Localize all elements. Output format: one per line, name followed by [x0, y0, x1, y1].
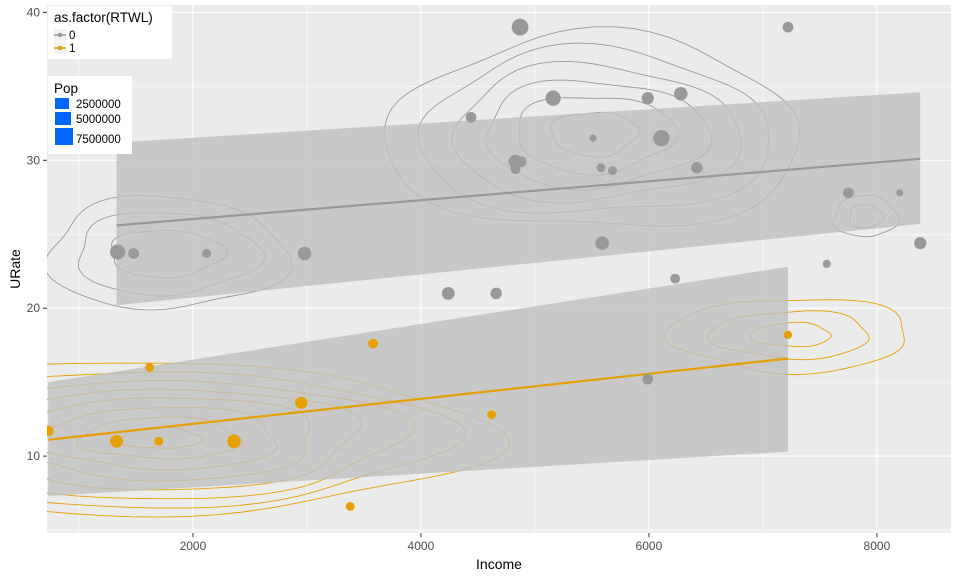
- data-point-group0: [511, 18, 529, 36]
- color-legend-label-0: 0: [69, 30, 75, 42]
- data-point-group0: [641, 92, 654, 105]
- y-tick-label: 30: [27, 153, 41, 167]
- data-point-group0: [914, 236, 927, 250]
- data-point-group0: [595, 236, 609, 250]
- y-tick-label: 40: [27, 5, 41, 19]
- data-point-group0: [674, 86, 688, 101]
- data-point-group0: [441, 286, 455, 300]
- size-legend-key-1: [55, 112, 71, 125]
- data-points: [47, 18, 927, 511]
- data-point-group0: [202, 249, 212, 258]
- y-tick-label: 10: [27, 449, 41, 463]
- data-point-group0: [608, 166, 617, 176]
- x-tick-label: 6000: [636, 539, 663, 553]
- data-point-group0: [896, 189, 904, 197]
- size-legend-label-0: 2500000: [76, 99, 121, 111]
- color-legend-label-1: 1: [69, 43, 75, 55]
- data-point-group0: [465, 112, 477, 123]
- data-point-group0: [515, 156, 527, 168]
- data-point-group1: [487, 410, 497, 420]
- data-point-group0: [545, 90, 561, 106]
- color-legend-key-0: [54, 29, 66, 41]
- x-axis: 2000 4000 6000 8000: [180, 533, 891, 553]
- x-tick-label: 2000: [180, 539, 207, 553]
- data-point-group0: [691, 161, 703, 174]
- color-legend: as.factor(RTWL) 0 1: [48, 6, 172, 59]
- data-point-group0: [843, 187, 854, 199]
- size-legend-key-2: [55, 128, 73, 145]
- color-legend-title: as.factor(RTWL): [54, 10, 153, 25]
- data-point-group1: [368, 338, 378, 349]
- data-point-group0: [653, 129, 670, 147]
- data-point-group1: [227, 434, 241, 449]
- data-point-group0: [589, 134, 597, 142]
- confidence-band-group0: [116, 92, 921, 306]
- x-tick-label: 4000: [408, 539, 435, 553]
- data-point-group0: [670, 273, 681, 284]
- data-point-group0: [596, 163, 606, 173]
- data-point-group1: [110, 434, 123, 448]
- data-point-group0: [128, 248, 139, 259]
- y-axis: 10 20 30 40: [27, 5, 47, 463]
- size-legend-key-0: [55, 98, 69, 109]
- fit-line-group1: [48, 357, 789, 441]
- y-tick-label: 20: [27, 301, 41, 315]
- data-point-group0: [490, 287, 502, 300]
- size-legend-label-1: 5000000: [76, 114, 121, 126]
- data-point-group1: [154, 436, 164, 446]
- data-point-group0: [822, 259, 831, 268]
- y-axis-title: URate: [7, 249, 23, 289]
- data-point-group0: [782, 21, 794, 33]
- color-legend-key-1: [54, 42, 66, 54]
- data-point-group0: [110, 244, 126, 260]
- data-point-group1: [145, 362, 155, 372]
- size-legend-label-2: 7500000: [76, 134, 121, 146]
- data-point-group0: [297, 246, 312, 261]
- fit-line-group0: [116, 157, 921, 227]
- data-point-group1: [345, 501, 355, 511]
- x-tick-label: 8000: [864, 539, 891, 553]
- fit-lines: [48, 157, 921, 441]
- data-point-group0: [510, 164, 521, 175]
- x-axis-title: Income: [476, 556, 522, 572]
- size-legend: Pop 2500000 5000000 7500000: [48, 76, 132, 154]
- data-point-group1: [783, 330, 793, 339]
- data-point-group1: [47, 425, 54, 437]
- data-point-group0: [642, 373, 654, 385]
- color-legend-background: [48, 6, 172, 59]
- size-legend-title: Pop: [54, 81, 78, 96]
- data-point-group1: [295, 396, 308, 409]
